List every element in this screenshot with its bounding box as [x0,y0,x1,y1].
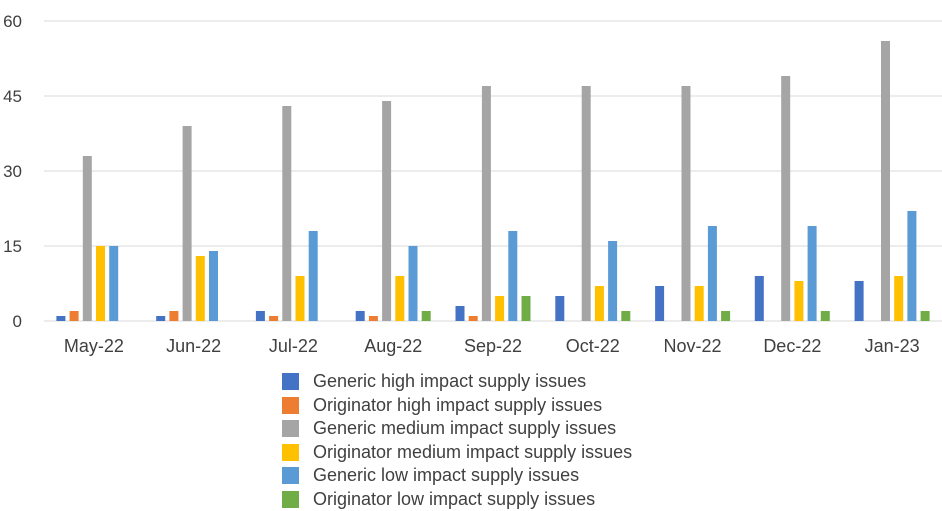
x-tick-label: Sep-22 [464,336,522,356]
bar [309,231,318,321]
bar [282,106,291,321]
x-tick-label: May-22 [64,336,124,356]
bar [83,156,92,321]
legend-swatch [282,491,299,508]
x-tick-label: Dec-22 [763,336,821,356]
bar [781,76,790,321]
bar [183,126,192,321]
legend-label: Originator low impact supply issues [313,489,595,510]
bar [621,311,630,321]
bar [595,286,604,321]
legend-item: Generic medium impact supply issues [282,417,632,441]
bar [608,241,617,321]
legend-label: Generic medium impact supply issues [313,418,616,439]
bar [70,311,79,321]
legend-item: Originator low impact supply issues [282,488,632,511]
bar [256,311,265,321]
bar [894,276,903,321]
bar [695,286,704,321]
legend-item: Originator high impact supply issues [282,394,632,418]
y-tick-label: 45 [3,87,22,106]
y-tick-label: 30 [3,162,22,181]
legend-swatch [282,373,299,390]
bar [907,211,916,321]
legend-label: Generic low impact supply issues [313,465,579,486]
bar [196,256,205,321]
bar [582,86,591,321]
bar [508,231,517,321]
legend-item: Generic high impact supply issues [282,370,632,394]
bar [369,316,378,321]
bar [708,226,717,321]
bar [721,311,730,321]
x-tick-label: Aug-22 [364,336,422,356]
legend-swatch [282,420,299,437]
bar [682,86,691,321]
x-tick-label: Jan-23 [865,336,920,356]
y-tick-label: 0 [13,312,22,331]
bar [881,41,890,321]
bar [395,276,404,321]
bar [382,101,391,321]
bar [56,316,65,321]
x-tick-label: Jul-22 [269,336,318,356]
legend-swatch [282,397,299,414]
legend-swatch [282,444,299,461]
x-tick-label: Oct-22 [566,336,620,356]
chart-legend: Generic high impact supply issues Origina… [282,370,632,511]
bar [555,296,564,321]
legend-label: Originator medium impact supply issues [313,442,632,463]
bar [522,296,531,321]
bar [655,286,664,321]
bar [356,311,365,321]
bar [456,306,465,321]
bar [482,86,491,321]
y-tick-label: 15 [3,237,22,256]
bar [794,281,803,321]
bar-chart: 0 15 30 45 60 May-22 Jun-22 Jul-22 Aug-22 Sep-22 O… [0,0,942,370]
bar [296,276,305,321]
bar [808,226,817,321]
bar [156,316,165,321]
legend-item: Generic low impact supply issues [282,464,632,488]
bar [169,311,178,321]
bar [921,311,930,321]
bar [422,311,431,321]
bar [855,281,864,321]
legend-swatch [282,467,299,484]
x-tick-label: Nov-22 [664,336,722,356]
bar [109,246,118,321]
legend-label: Originator high impact supply issues [313,395,602,416]
bar [755,276,764,321]
bar [495,296,504,321]
bar [209,251,218,321]
bar [269,316,278,321]
legend-item: Originator medium impact supply issues [282,441,632,465]
bar [469,316,478,321]
bar [409,246,418,321]
bar [96,246,105,321]
y-tick-label: 60 [3,12,22,31]
bar [821,311,830,321]
legend-label: Generic high impact supply issues [313,371,586,392]
x-tick-label: Jun-22 [166,336,221,356]
